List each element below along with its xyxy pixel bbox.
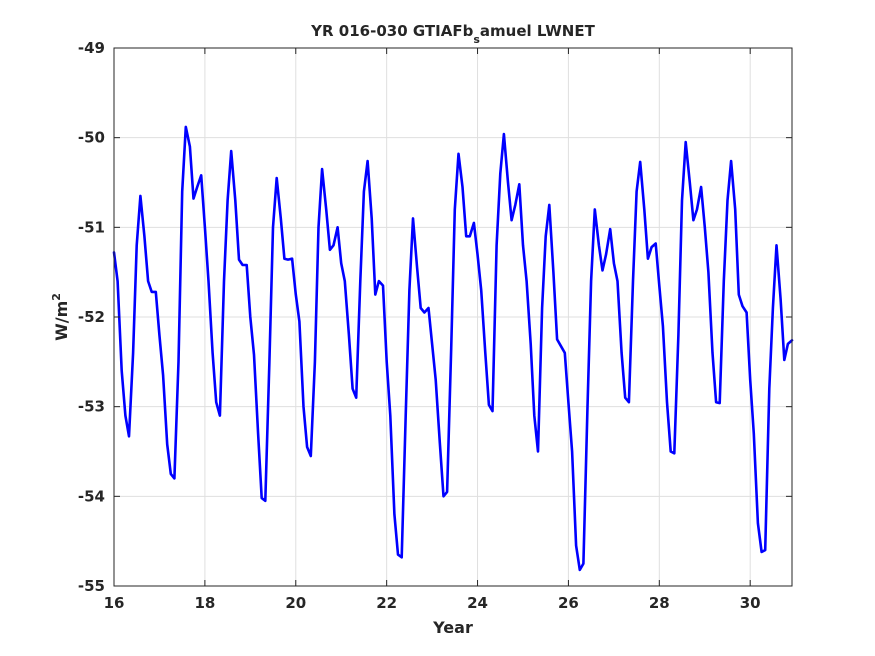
y-tick-label: -50 <box>78 129 105 147</box>
y-tick-label: -52 <box>78 308 105 326</box>
chart-title: YR 016-030 GTIAFbsamuel LWNET <box>310 22 595 46</box>
y-tick-label: -54 <box>78 487 105 505</box>
y-tick-label: -51 <box>78 218 105 236</box>
x-tick-labels: 16 18 20 22 24 26 28 30 <box>104 594 761 612</box>
x-tick-label: 18 <box>194 594 215 612</box>
x-tick-label: 28 <box>649 594 670 612</box>
y-tick-label: -55 <box>78 577 105 595</box>
chart-title-main: YR 016-030 GTIAFb <box>310 22 473 40</box>
y-tick-label: -53 <box>78 398 105 416</box>
x-tick-label: 30 <box>740 594 761 612</box>
x-tick-label: 20 <box>285 594 306 612</box>
axis-ticks <box>113 47 792 587</box>
chart-title-rest: amuel LWNET <box>480 22 596 40</box>
y-tick-label: -49 <box>78 39 105 57</box>
y-axis-label: W/m2 <box>50 293 71 341</box>
y-axis-label-superscript: 2 <box>50 293 63 301</box>
chart-title-subscript: s <box>473 33 480 46</box>
x-tick-label: 26 <box>558 594 579 612</box>
x-tick-label: 22 <box>376 594 397 612</box>
x-axis-label: Year <box>432 618 473 637</box>
x-tick-label: 16 <box>104 594 125 612</box>
x-tick-label: 24 <box>467 594 488 612</box>
y-tick-labels: -55 -54 -53 -52 -51 -50 -49 <box>78 39 105 595</box>
y-axis-label-main: W/m <box>52 301 71 341</box>
series-line <box>112 125 794 572</box>
